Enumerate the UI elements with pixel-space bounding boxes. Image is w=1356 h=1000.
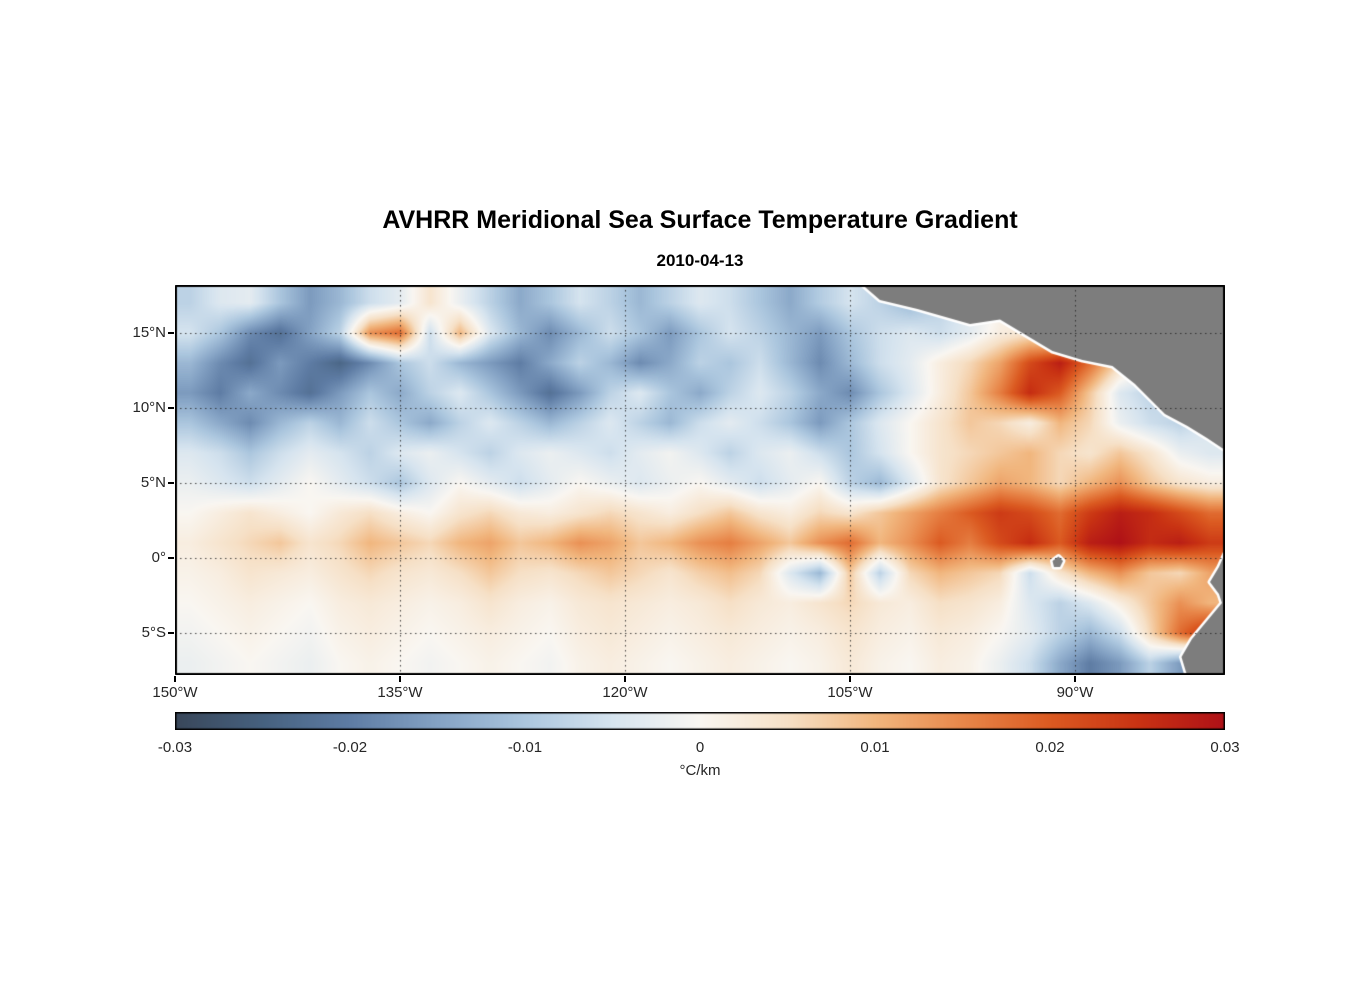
axis-tick xyxy=(624,676,626,682)
colorbar-tick-label: 0.02 xyxy=(1035,739,1065,756)
colorbar-tick-label: 0 xyxy=(695,739,705,756)
x-tick-label: 135°W xyxy=(377,684,423,701)
colorbar-unit-label: °C/km xyxy=(679,762,721,779)
colorbar-tick-label: 0.03 xyxy=(1210,739,1240,756)
y-tick-label: 15°N xyxy=(132,324,166,341)
x-tick-label: 120°W xyxy=(602,684,648,701)
heatmap-canvas xyxy=(175,285,1225,675)
y-tick-label: 5°N xyxy=(140,474,166,491)
y-tick-label: 5°S xyxy=(141,624,166,641)
axis-tick xyxy=(168,332,174,334)
colorbar-tick-label: 0.01 xyxy=(860,739,890,756)
colorbar-canvas xyxy=(175,712,1225,730)
axis-tick xyxy=(1074,676,1076,682)
axis-tick xyxy=(399,676,401,682)
colorbar-tick-label: -0.02 xyxy=(332,739,368,756)
colorbar-tick-label: -0.03 xyxy=(157,739,193,756)
chart-date-subtitle: 2010-04-13 xyxy=(656,251,744,270)
axis-tick xyxy=(168,557,174,559)
y-tick-label: 0° xyxy=(151,549,166,566)
axis-tick xyxy=(174,676,176,682)
chart-title: AVHRR Meridional Sea Surface Temperature… xyxy=(382,206,1018,234)
y-tick-label: 10°N xyxy=(132,399,166,416)
x-tick-label: 105°W xyxy=(827,684,873,701)
colorbar-tick-label: -0.01 xyxy=(507,739,543,756)
axis-tick xyxy=(168,482,174,484)
axis-tick xyxy=(849,676,851,682)
axis-tick xyxy=(168,407,174,409)
x-tick-label: 150°W xyxy=(152,684,198,701)
axis-tick xyxy=(168,632,174,634)
x-tick-label: 90°W xyxy=(1056,684,1094,701)
